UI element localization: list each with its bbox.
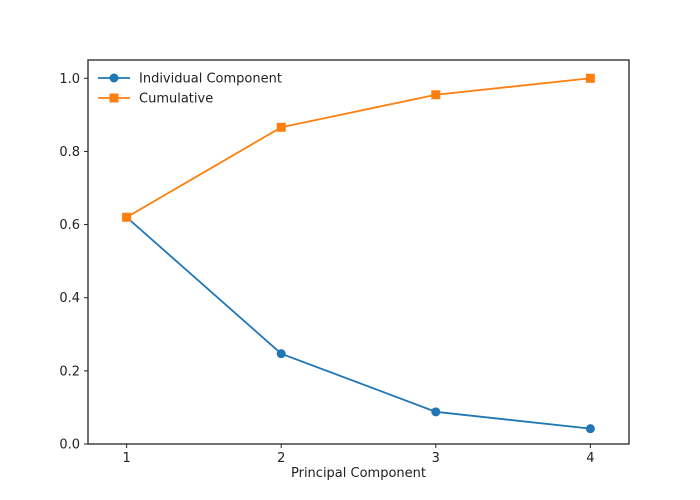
data-point-cumulative — [585, 73, 595, 83]
legend-label: Cumulative — [139, 92, 213, 107]
x-tick-label: 4 — [586, 451, 594, 466]
data-point-individual — [431, 407, 441, 417]
x-tick-label: 2 — [277, 451, 285, 466]
plot-frame — [87, 59, 630, 445]
y-tick-label: 1.0 — [59, 72, 80, 87]
data-point-individual — [585, 424, 595, 434]
legend-marker-circle — [109, 73, 119, 83]
ticks-layer: 1 2 3 4 0.0 0.2 0.4 0.6 0.8 1.0 — [59, 72, 594, 466]
x-axis-label: Principal Component — [291, 466, 426, 481]
y-tick-label: 0.6 — [59, 218, 80, 233]
legend: Individual Component Cumulative — [98, 72, 282, 107]
x-tick-label: 3 — [432, 451, 440, 466]
data-point-individual — [276, 349, 286, 359]
y-tick-label: 0.8 — [59, 145, 80, 160]
series-line-individual — [126, 216, 591, 430]
y-tick-label: 0.0 — [59, 438, 80, 453]
data-point-cumulative — [431, 90, 441, 100]
legend-label: Individual Component — [139, 72, 282, 87]
y-tick-label: 0.2 — [59, 364, 80, 379]
data-point-cumulative — [122, 212, 132, 222]
x-tick-label: 1 — [123, 451, 131, 466]
series-line-cumulative — [126, 77, 591, 219]
series-layer — [122, 73, 595, 434]
legend-marker-square — [109, 93, 119, 103]
data-point-cumulative — [276, 122, 286, 132]
y-tick-label: 0.4 — [59, 291, 80, 306]
